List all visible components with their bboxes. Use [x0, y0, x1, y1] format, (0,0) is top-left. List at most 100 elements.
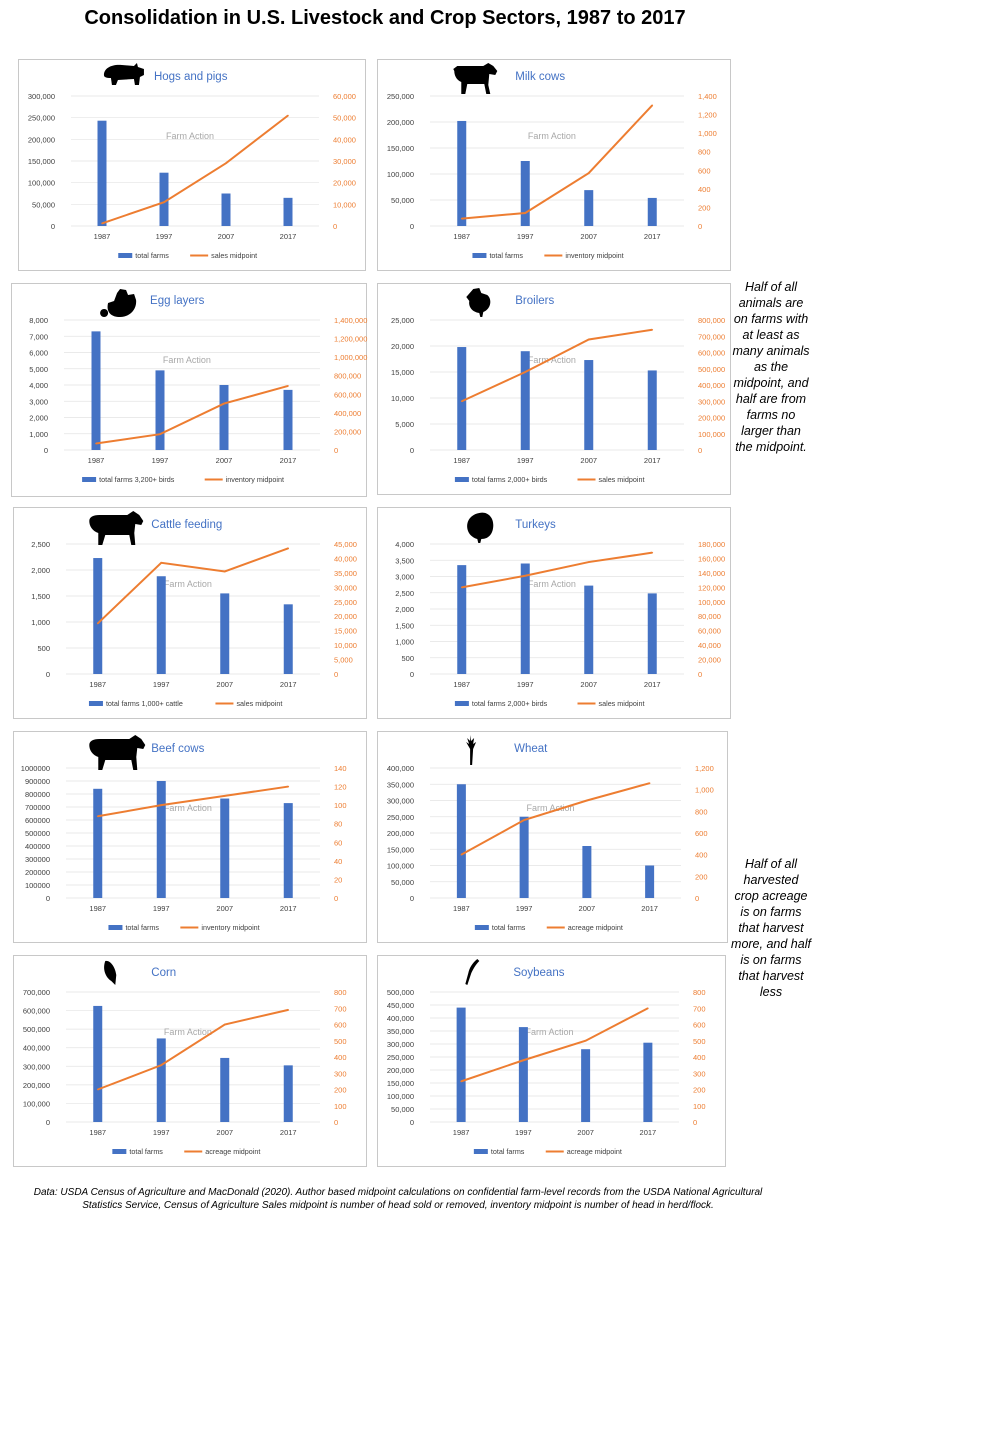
legend-swatch-bar — [454, 701, 469, 706]
x-tick-label: 1987 — [89, 680, 106, 689]
y-left-tick-label: 0 — [46, 894, 50, 903]
line-point-2007 — [587, 561, 590, 563]
legend-label-line: acreage midpoint — [205, 1147, 260, 1156]
y-left-tick-label: 3,000 — [29, 397, 48, 406]
x-tick-label: 1997 — [153, 680, 170, 689]
y-right-tick-label: 120,000 — [698, 583, 725, 592]
y-right-tick-label: 400 — [693, 1053, 706, 1062]
line-point-1997 — [522, 1059, 525, 1062]
legend-label-line: inventory midpoint — [201, 923, 259, 932]
y-left-tick-label: 5,000 — [395, 420, 414, 429]
chart-svg: 0 50,000 100,000 150,000 200,000 250,000 0 200 4… — [387, 63, 717, 260]
y-left-tick-label: 4,000 — [29, 381, 48, 390]
y-right-tick-label: 1,200,000 — [334, 335, 367, 344]
line-point-2007 — [587, 172, 590, 174]
series-line — [95, 384, 289, 445]
y-right-tick-label: 800,000 — [698, 316, 725, 325]
x-tick-label: 2007 — [579, 904, 596, 913]
legend-label-bar: total farms — [491, 1147, 525, 1156]
y-right-tick-label: 20 — [334, 875, 342, 884]
y-left-tick-label: 2,500 — [31, 540, 50, 549]
y-right-tick-label: 500 — [334, 1037, 347, 1046]
y-left-tick-label: 300,000 — [28, 92, 55, 101]
page-title: Consolidation in U.S. Livestock and Crop… — [84, 7, 686, 29]
watermark-label: Farm Action — [164, 1027, 212, 1037]
y-left-tick-label: 200000 — [25, 868, 50, 877]
y-right-tick-label: 700,000 — [698, 332, 725, 341]
chart-panel-soybeans: 0 50,000 100,000 150,000 200,000 250,000 300,0… — [377, 955, 726, 1167]
y-right-tick-label: 400 — [695, 851, 708, 860]
chart-panel-beef-cows: 0 100000 200000 300000 400000 500000 600000 700… — [13, 731, 367, 943]
series-line — [97, 785, 289, 818]
y-left-tick-label: 2,000 — [29, 414, 48, 423]
y-right-tick-label: 0 — [334, 446, 338, 455]
line-point-2017 — [651, 551, 654, 554]
y-right-tick-label: 0 — [333, 222, 337, 231]
bar-1987 — [93, 558, 103, 674]
y-right-tick-label: 120 — [334, 783, 347, 792]
chart-title: Corn — [151, 967, 176, 979]
line-point-1987 — [460, 1080, 462, 1083]
y-left-tick-label: 0 — [410, 894, 414, 903]
watermark-label: Farm Action — [528, 579, 576, 589]
x-tick-label: 1987 — [88, 456, 105, 465]
y-right-tick-label: 0 — [698, 670, 702, 679]
y-left-tick-label: 300,000 — [387, 1040, 414, 1049]
line-point-1987 — [460, 400, 463, 403]
x-tick-label: 1987 — [453, 904, 470, 913]
legend-label-line: acreage midpoint — [568, 923, 623, 932]
legend-swatch-bar — [454, 477, 469, 482]
bar-1987 — [456, 1007, 466, 1122]
y-left-tick-label: 500,000 — [387, 988, 414, 997]
y-left-tick-label: 1000000 — [21, 764, 50, 773]
y-left-tick-label: 400,000 — [387, 1014, 414, 1023]
watermark-label: Farm Action — [526, 803, 574, 813]
y-left-tick-label: 150,000 — [387, 144, 414, 153]
line-point-1987 — [460, 586, 463, 589]
line-point-2017 — [287, 1009, 290, 1011]
y-right-tick-label: 300,000 — [698, 397, 725, 406]
x-tick-label: 2017 — [641, 904, 658, 913]
y-right-tick-label: 300 — [334, 1069, 347, 1078]
x-tick-label: 1997 — [517, 232, 534, 241]
legend-swatch-bar — [474, 925, 489, 930]
y-left-tick-label: 0 — [410, 670, 414, 679]
line-point-1997 — [160, 804, 163, 806]
y-left-tick-label: 0 — [410, 222, 414, 231]
line-point-2017 — [287, 114, 289, 117]
bar-1997 — [159, 172, 169, 226]
y-left-tick-label: 20,000 — [391, 342, 414, 351]
y-left-tick-label: 1,500 — [395, 621, 414, 630]
y-left-tick-label: 250,000 — [387, 92, 414, 101]
y-right-tick-label: 1,000 — [695, 786, 714, 795]
bar-2007 — [220, 798, 230, 898]
y-left-tick-label: 600,000 — [23, 1007, 50, 1016]
y-right-tick-label: 180,000 — [698, 540, 725, 549]
y-left-tick-label: 5,000 — [29, 365, 48, 374]
y-right-tick-label: 40,000 — [333, 135, 356, 144]
y-left-tick-label: 500 — [401, 654, 414, 663]
watermark-label: Farm Action — [166, 131, 214, 141]
legend-swatch-bar — [473, 1149, 488, 1154]
y-right-tick-label: 800 — [693, 988, 706, 997]
chart-svg: 0 50,000 100,000 150,000 200,000 250,000 300,0… — [28, 63, 356, 260]
y-right-tick-label: 400 — [334, 1053, 347, 1062]
y-left-tick-label: 500,000 — [23, 1025, 50, 1034]
line-point-2007 — [223, 795, 226, 797]
y-left-tick-label: 25,000 — [391, 316, 414, 325]
y-right-tick-label: 1,200 — [698, 111, 717, 120]
y-left-tick-label: 250,000 — [387, 1053, 414, 1062]
y-right-tick-label: 40 — [334, 857, 342, 866]
y-left-tick-label: 700,000 — [23, 988, 50, 997]
y-right-tick-label: 140 — [334, 764, 347, 773]
y-left-tick-label: 250,000 — [28, 114, 55, 123]
y-right-tick-label: 800,000 — [334, 372, 361, 381]
y-right-tick-label: 100,000 — [698, 598, 725, 607]
y-left-tick-label: 6,000 — [29, 349, 48, 358]
chart-panel-wheat: 0 50,000 100,000 150,000 200,000 250,000 300,0… — [377, 731, 728, 943]
y-left-tick-label: 50,000 — [32, 200, 55, 209]
y-right-tick-label: 1,000 — [698, 129, 717, 138]
bar-2007 — [220, 593, 230, 674]
bar-1997 — [155, 370, 165, 450]
y-right-tick-label: 800 — [334, 988, 347, 997]
